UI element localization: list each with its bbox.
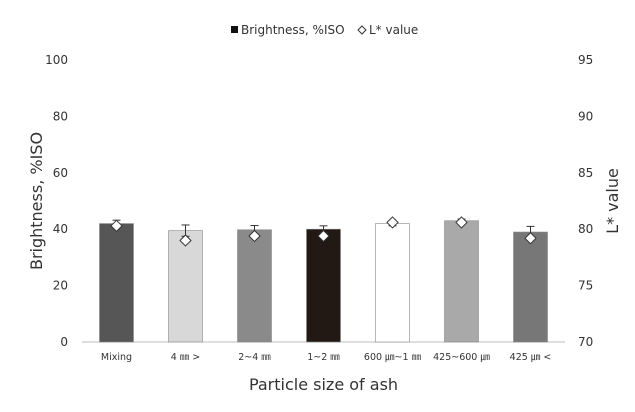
legend: Brightness, %ISO L* value: [231, 23, 418, 37]
y2-tick-label: 70: [578, 335, 593, 349]
lstar-marker: [386, 216, 399, 229]
bar: [237, 229, 272, 343]
y2-axis-title: L* value: [603, 168, 622, 234]
y2-tick-label: 85: [578, 166, 593, 180]
category-label: 1~2 ㎜: [307, 352, 340, 363]
category-label: 600 ㎛~1 ㎜: [364, 352, 422, 363]
legend-swatch-brightness: [231, 26, 238, 33]
category-label: 4 ㎜ >: [171, 352, 201, 363]
legend-label-lstar: L* value: [369, 23, 418, 37]
lstar-marker: [455, 216, 468, 229]
y2-tick-label: 80: [578, 222, 593, 236]
lstar-marker: [248, 229, 261, 243]
y-tick-label: 0: [60, 335, 68, 349]
y2-tick-label: 90: [578, 109, 593, 123]
category-label: 2~4 ㎜: [238, 352, 271, 363]
category-label: Mixing: [101, 352, 132, 363]
lstar-marker: [317, 229, 330, 243]
bar: [513, 231, 548, 343]
y-tick-label: 100: [45, 53, 68, 67]
y-tick-label: 40: [53, 222, 68, 236]
bar: [99, 223, 134, 343]
legend-swatch-lstar: [357, 25, 367, 35]
legend-label-brightness: Brightness, %ISO: [241, 23, 345, 37]
x-axis-title: Particle size of ash: [249, 375, 398, 394]
y2-tick-label: 95: [578, 53, 593, 67]
y-tick-label: 80: [53, 109, 68, 123]
category-labels: Mixing 4 ㎜ > 2~4 ㎜ 1~2 ㎜ 600 ㎛~1 ㎜ 425~600 ㎛ 4…: [101, 352, 551, 363]
markers: [110, 216, 537, 247]
category-label: 425 ㎛ <: [510, 352, 552, 363]
lstar-marker: [524, 232, 537, 245]
lstar-marker: [179, 234, 192, 247]
bar: [306, 228, 341, 343]
bar: [375, 223, 410, 343]
axes: 0 20 40 60 80 100 70 75 80 85 90 95: [45, 53, 593, 349]
bar: [168, 230, 203, 343]
y-tick-label: 20: [53, 279, 68, 293]
bars: [99, 218, 548, 343]
y2-tick-label: 75: [578, 279, 593, 293]
y-tick-label: 60: [53, 166, 68, 180]
bar: [444, 220, 479, 343]
lstar-marker: [110, 219, 123, 233]
category-label: 425~600 ㎛: [433, 352, 490, 363]
y-axis-title: Brightness, %ISO: [27, 132, 46, 270]
